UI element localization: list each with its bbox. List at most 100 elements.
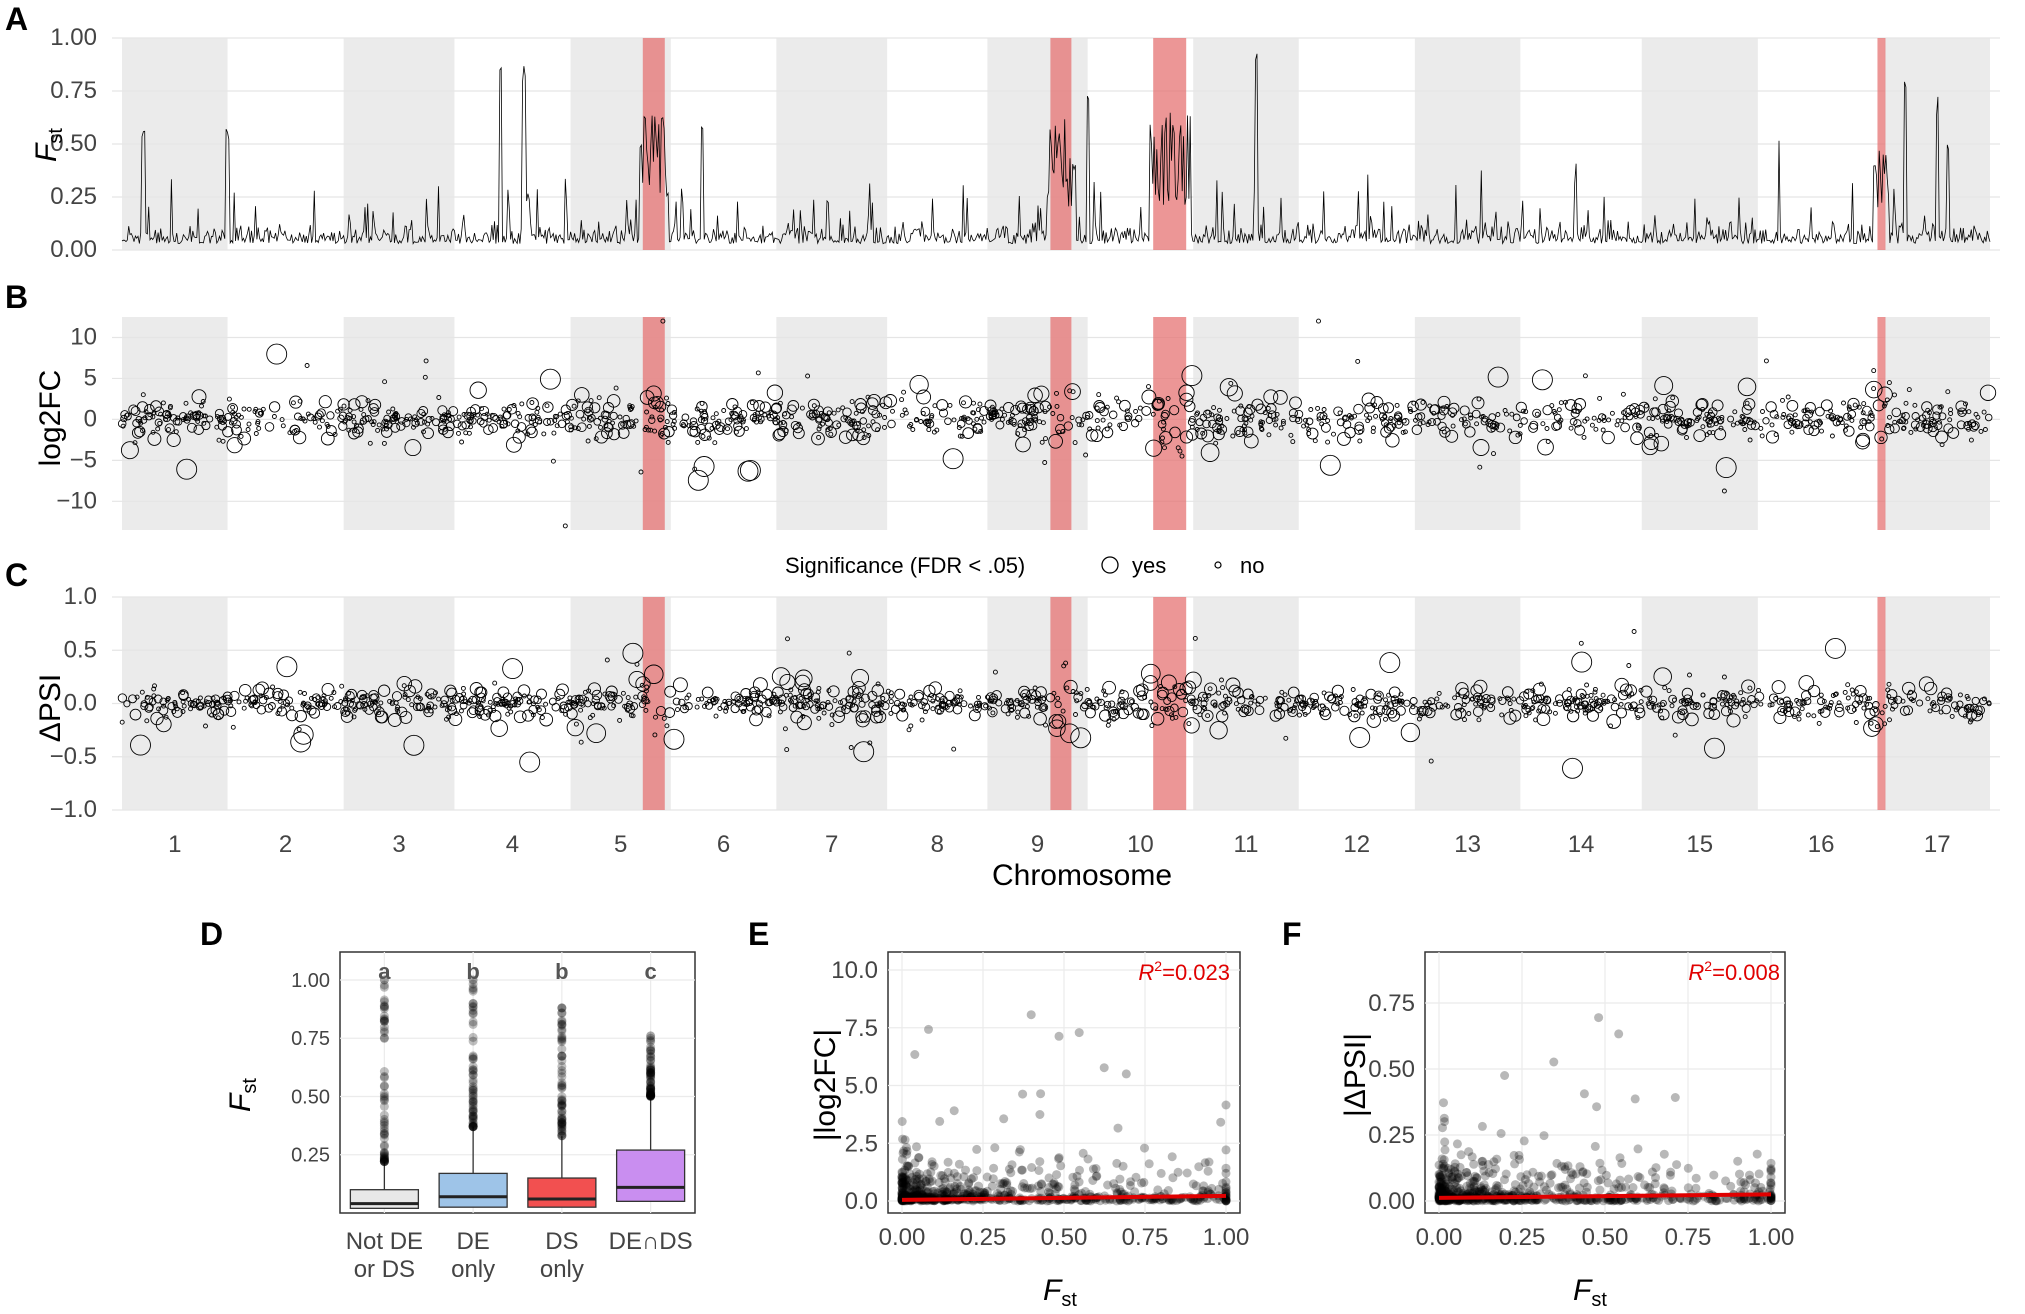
gene-point <box>1169 426 1181 439</box>
gene-point <box>1107 422 1113 428</box>
group-label: only <box>451 1256 495 1283</box>
gene-point <box>1087 426 1093 432</box>
gene-point <box>626 419 636 428</box>
gene-point <box>1619 418 1625 424</box>
gene-point <box>1629 691 1635 697</box>
gene-point <box>1075 1165 1084 1175</box>
gene-point <box>1476 396 1482 402</box>
gene-point <box>1212 422 1222 433</box>
gene-point <box>1696 414 1702 420</box>
gene-point <box>1568 425 1574 431</box>
gene-point <box>1382 414 1388 420</box>
gene-point <box>1461 416 1467 422</box>
box-outlier <box>379 1130 389 1140</box>
gene-point <box>1726 1181 1736 1191</box>
group-label: DE <box>456 1228 489 1255</box>
gene-point <box>1035 1110 1045 1119</box>
gene-point <box>1295 416 1303 425</box>
gene-point <box>1099 1063 1109 1073</box>
gene-point <box>1523 409 1529 415</box>
gene-point <box>1798 675 1815 691</box>
panel-label-b: B <box>5 279 28 315</box>
gene-point <box>120 423 126 429</box>
gene-point <box>910 427 916 432</box>
gene-point <box>1468 1177 1478 1187</box>
gene-point <box>1393 411 1403 420</box>
gene-point <box>1377 403 1389 414</box>
gene-point <box>1687 418 1693 423</box>
gene-point <box>1635 1173 1645 1183</box>
gene-point <box>883 394 898 408</box>
gene-point <box>300 416 306 422</box>
gene-point <box>1853 689 1859 695</box>
gene-point <box>1549 1057 1559 1067</box>
gene-point <box>1357 438 1363 444</box>
gene-point <box>425 416 433 423</box>
gene-point <box>698 408 704 414</box>
gene-point <box>606 394 621 408</box>
gene-point <box>617 427 630 439</box>
legend-title: Significance (FDR < .05) <box>785 553 1025 578</box>
significance-letter: b <box>555 959 568 984</box>
gene-point <box>359 420 365 426</box>
gene-point <box>589 402 601 414</box>
gene-point <box>1145 439 1163 457</box>
gene-point <box>1630 407 1641 417</box>
gene-point <box>1760 409 1765 414</box>
gene-point <box>1349 727 1371 748</box>
gene-point <box>532 422 538 427</box>
gene-point <box>571 403 577 409</box>
gene-point <box>975 407 981 413</box>
gene-point <box>871 409 881 419</box>
gene-point <box>445 410 451 416</box>
gene-point <box>371 419 377 425</box>
gene-point <box>1496 1129 1506 1138</box>
gene-point <box>200 399 206 404</box>
gene-point <box>1813 419 1822 428</box>
chromosome-tick-label: 6 <box>717 831 730 858</box>
gene-point <box>672 677 688 693</box>
gene-point <box>1169 405 1180 416</box>
gene-point <box>1468 415 1474 421</box>
gene-point <box>989 416 995 422</box>
gene-point <box>1780 397 1785 403</box>
gene-point <box>1769 409 1779 419</box>
gene-point <box>1835 420 1841 426</box>
gene-point <box>219 417 227 425</box>
gene-point <box>853 410 859 416</box>
gene-point <box>586 415 594 423</box>
gene-point <box>1824 637 1846 659</box>
gene-point <box>1359 710 1365 716</box>
gene-point <box>875 681 881 687</box>
ytick: 0.75 <box>1368 990 1415 1017</box>
gene-point <box>150 429 156 435</box>
chromosome-tick-label: 15 <box>1686 831 1713 858</box>
gene-point <box>1691 1173 1701 1183</box>
gene-point <box>489 412 495 418</box>
xtick: 0.50 <box>1041 1224 1088 1251</box>
gene-point <box>646 427 651 433</box>
gene-point <box>154 418 163 427</box>
gene-point <box>1542 405 1553 416</box>
gene-point <box>1179 430 1194 444</box>
box-outlier <box>557 1092 567 1102</box>
gene-point <box>849 422 855 428</box>
gene-point <box>1847 397 1860 411</box>
gene-point <box>160 400 166 406</box>
gene-point <box>1747 437 1753 443</box>
gene-point <box>266 343 288 365</box>
group-label: DE∩DS <box>609 1228 693 1255</box>
gene-point <box>1280 418 1286 424</box>
gene-point <box>183 413 192 422</box>
gene-point <box>743 426 749 432</box>
box-outlier <box>557 1061 567 1071</box>
gene-point <box>1114 395 1120 401</box>
gene-point <box>988 1174 998 1184</box>
gene-point <box>529 400 535 405</box>
gene-point <box>899 412 905 418</box>
gene-point <box>912 1142 921 1152</box>
gene-point <box>1582 373 1588 379</box>
gene-point <box>1512 413 1521 422</box>
gene-point <box>120 414 128 423</box>
gene-point <box>1456 1171 1466 1181</box>
